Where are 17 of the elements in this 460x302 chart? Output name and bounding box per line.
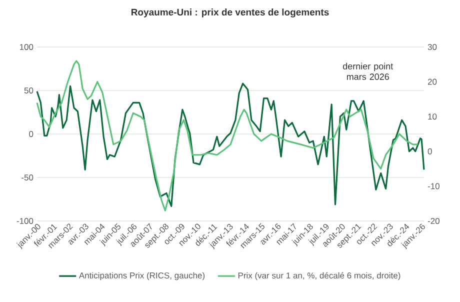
y-tick-label: 100 (20, 44, 34, 50)
y-tick-label: -100 (16, 218, 34, 224)
line-series (36, 82, 425, 207)
line-series (36, 60, 419, 212)
y2-tick-label: 30 (428, 44, 437, 50)
y2-tick-label: 0 (428, 148, 432, 154)
legend-label: Anticipations Prix (RICS, gauche) (78, 272, 205, 280)
chart-title: Royaume-Uni : prix de ventes de logements (131, 8, 329, 18)
annotation: dernier point mars 2026 (342, 62, 394, 80)
y2-tick-label: 20 (428, 78, 437, 85)
y2-tick-label: -10 (428, 183, 440, 190)
y-tick-label: -50 (22, 174, 34, 180)
y2-tick-label: -20 (428, 218, 440, 224)
legend-label: Prix (var sur 1 an, %, décalé 6 mois, droite) (238, 272, 400, 280)
y-tick-label: 50 (24, 87, 34, 94)
y-tick-label: 0 (29, 130, 34, 137)
y2-tick-label: 10 (428, 114, 437, 120)
